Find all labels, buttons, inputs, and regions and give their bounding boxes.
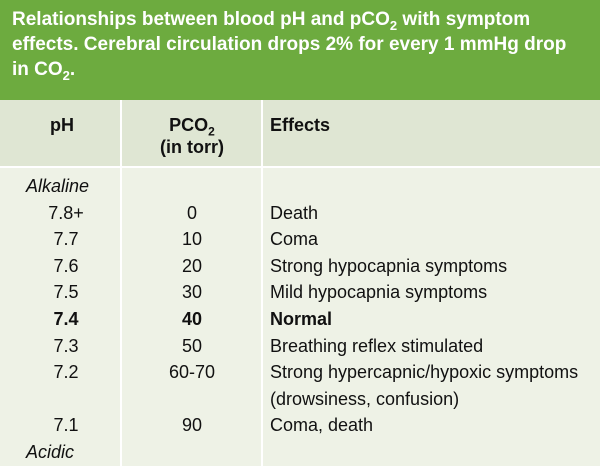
- header-pco2: PCO2 (in torr): [122, 114, 262, 158]
- header-text: PCO: [169, 115, 209, 135]
- ph-cell: 7.7: [53, 229, 79, 250]
- table-row: 7.3 50 Breathing reflex stimulated: [0, 333, 600, 360]
- header-ph: pH: [50, 115, 74, 135]
- pco2-cell: 10: [181, 229, 203, 250]
- ph-cell: 7.2: [53, 362, 79, 383]
- header-subscript: 2: [208, 124, 215, 139]
- effect-cell: Coma: [270, 229, 319, 250]
- table-row: 7.6 20 Strong hypocapnia symptoms: [0, 253, 600, 280]
- effect-cell: Mild hypocapnia symptoms: [270, 282, 488, 303]
- table-row: 7.5 30 Mild hypocapnia symptoms: [0, 279, 600, 306]
- title-text: Relationships between blood pH and pCO: [12, 9, 390, 30]
- table-body: Alkaline 7.8+ 0 Death 7.7 10 Coma 7.6 20 Strong h…: [0, 173, 600, 466]
- scale-label: Alkaline: [26, 176, 90, 196]
- header-text: (in torr): [160, 137, 224, 157]
- table-row: 7.7 10 Coma: [0, 226, 600, 253]
- effect-cell: Normal: [270, 308, 333, 329]
- pco2-cell: 60-70: [168, 362, 216, 383]
- scale-label: Acidic: [26, 441, 75, 462]
- table-row: 7.8+ 0 Death: [0, 200, 600, 227]
- ph-cell: 7.6: [53, 255, 79, 276]
- title: Relationships between blood pH and pCO2 …: [0, 0, 600, 100]
- title-text: .: [69, 59, 76, 80]
- effect-cell: Coma, death: [270, 415, 374, 436]
- ph-cell: 7.3: [53, 335, 79, 356]
- effect-cell: Strong hypercapnic/hypoxic symptoms (dro…: [270, 362, 579, 409]
- ph-cell: 7.4: [53, 308, 79, 329]
- pco2-cell: 20: [181, 255, 203, 276]
- header-effects: Effects: [270, 115, 331, 135]
- pco2-cell: 0: [186, 202, 197, 223]
- header-row: pH PCO2 (in torr) Effects: [0, 100, 600, 168]
- table-row: 7.4 40 Normal: [0, 306, 600, 333]
- title-subscript: 2: [389, 17, 398, 33]
- ph-cell: 7.1: [53, 415, 79, 436]
- pco2-cell: 30: [181, 282, 203, 303]
- column-divider: [120, 100, 122, 466]
- ph-cell: 7.5: [53, 282, 79, 303]
- effect-cell: Strong hypocapnia symptoms: [270, 255, 508, 276]
- table-row: 7.2 60-70 Strong hypercapnic/hypoxic sympt…: [0, 359, 600, 412]
- title-text: with symptom effects. Cerebral circulati…: [12, 9, 567, 80]
- pco2-cell: 90: [181, 415, 203, 436]
- effect-cell: Breathing reflex stimulated: [270, 335, 484, 356]
- ph-cell: 7.8+: [48, 202, 84, 223]
- effect-cell: Death: [270, 202, 319, 223]
- pco2-cell: 40: [181, 308, 203, 329]
- pco2-cell: 50: [181, 335, 203, 356]
- column-divider: [261, 100, 263, 466]
- table-row: 7.1 90 Coma, death: [0, 412, 600, 439]
- title-subscript: 2: [62, 67, 70, 83]
